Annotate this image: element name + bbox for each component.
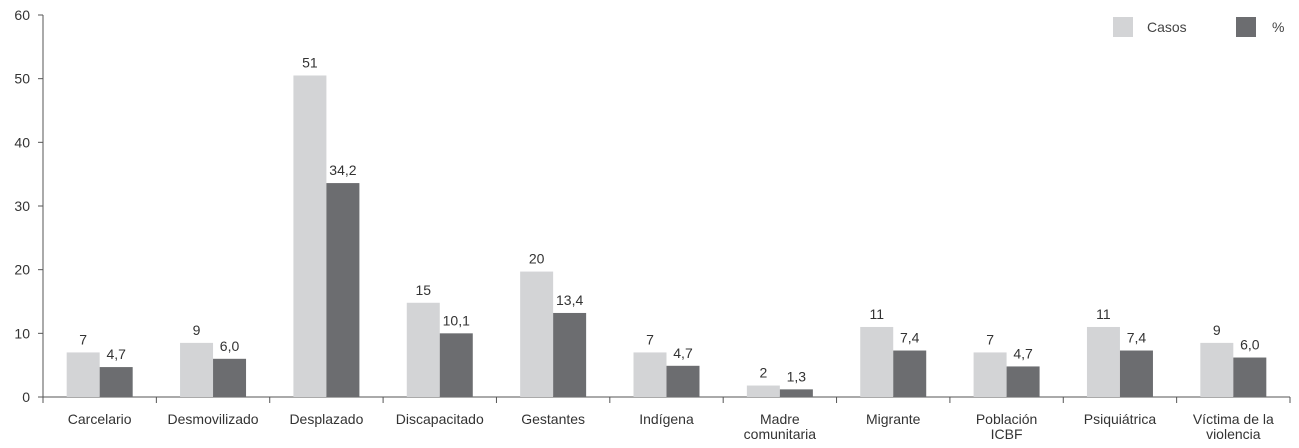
bar-percent	[1119, 350, 1153, 397]
data-label-casos: 15	[415, 282, 431, 298]
data-label-casos: 9	[1213, 322, 1221, 338]
bar-casos	[180, 342, 214, 397]
category-label: Discapacitado	[396, 411, 484, 427]
legend-label: Casos	[1147, 19, 1187, 35]
y-tick-label: 0	[22, 389, 30, 405]
category-label-line: violencia	[1206, 426, 1261, 442]
data-label-casos: 7	[79, 331, 87, 347]
y-tick-label: 10	[14, 325, 30, 341]
data-label-percent: 13,4	[556, 292, 583, 308]
bar-casos	[520, 271, 554, 397]
category-label: Desplazado	[289, 411, 363, 427]
data-label-casos: 11	[1096, 306, 1111, 322]
data-labels: 7 4,7 9 6,0 51 34,2 15 10,1 20 13,4 7 4,7 2 1,3 11 7,4 7…	[79, 54, 1259, 384]
data-label-percent: 34,2	[329, 162, 356, 178]
category-label-line: Discapacitado	[396, 411, 484, 427]
bar-percent	[779, 389, 813, 397]
category-label: Carcelario	[68, 411, 132, 427]
category-label-line: Población	[976, 411, 1038, 427]
category-label: Indígena	[639, 411, 694, 427]
data-label-percent: 10,1	[443, 312, 470, 328]
data-label-percent: 6,0	[220, 338, 240, 354]
y-tick-label: 60	[14, 7, 30, 23]
category-label: Gestantes	[521, 411, 585, 427]
legend-swatch	[1113, 17, 1133, 37]
data-label-percent: 4,7	[1013, 345, 1033, 361]
bars	[66, 75, 1267, 397]
bar-percent	[893, 350, 927, 397]
data-label-percent: 7,4	[1127, 330, 1147, 346]
category-label-line: Indígena	[639, 411, 694, 427]
bar-casos	[633, 352, 667, 397]
bar-casos	[293, 75, 327, 397]
y-tick-label: 30	[14, 198, 30, 214]
category-label-line: Psiquiátrica	[1084, 411, 1157, 427]
data-label-casos: 20	[529, 251, 545, 267]
bar-percent	[213, 358, 247, 397]
category-label: Madre comunitaria	[744, 411, 817, 442]
bar-percent	[439, 333, 473, 397]
bar-casos	[1200, 342, 1234, 397]
data-label-percent: 1,3	[787, 368, 807, 384]
bar-casos	[406, 302, 440, 397]
category-label-line: Madre	[760, 411, 800, 427]
category-label: Psiquiátrica	[1084, 411, 1157, 427]
bar-percent	[326, 183, 360, 397]
data-label-casos: 9	[193, 322, 201, 338]
category-label: Migrante	[866, 411, 921, 427]
category-label-line: Víctima de la	[1193, 411, 1274, 427]
data-label-percent: 7,4	[900, 330, 920, 346]
bar-casos	[66, 352, 100, 397]
bar-percent	[1233, 357, 1267, 397]
bar-casos	[1086, 326, 1120, 397]
legend-label: %	[1272, 19, 1284, 35]
data-label-casos: 2	[759, 365, 767, 381]
data-label-casos: 11	[869, 306, 884, 322]
category-label-line: Desmovilizado	[168, 411, 259, 427]
data-label-percent: 4,7	[106, 346, 126, 362]
category-label-line: Desplazado	[289, 411, 363, 427]
y-tick-label: 20	[14, 262, 30, 278]
bar-casos	[973, 352, 1007, 397]
y-tick-label: 40	[14, 134, 30, 150]
category-label-line: Migrante	[866, 411, 921, 427]
bar-percent	[99, 367, 133, 397]
legend-swatch	[1236, 17, 1256, 37]
data-label-casos: 7	[646, 331, 654, 347]
bar-percent	[666, 365, 700, 397]
legend: Casos%	[1113, 17, 1284, 37]
bar-percent	[1006, 366, 1040, 397]
category-label: Desmovilizado	[168, 411, 259, 427]
data-label-casos: 7	[986, 331, 994, 347]
category-label-line: comunitaria	[744, 426, 817, 442]
data-label-casos: 51	[302, 54, 318, 70]
bar-casos	[746, 385, 780, 397]
bar-percent	[553, 312, 587, 397]
x-axis: Carcelario Desmovilizado Desplazado Discapa…	[42, 396, 1291, 442]
y-tick-label: 50	[14, 71, 30, 87]
data-label-percent: 6,0	[1240, 337, 1260, 353]
data-label-percent: 4,7	[673, 345, 693, 361]
category-label-line: Gestantes	[521, 411, 585, 427]
category-label-line: ICBF	[991, 426, 1023, 442]
category-label-line: Carcelario	[68, 411, 132, 427]
bar-casos	[860, 326, 894, 397]
category-label: Víctima de la violencia	[1193, 411, 1274, 442]
y-axis: 0 10 20 30 40 50 60	[14, 7, 44, 405]
category-label: Población ICBF	[976, 411, 1038, 442]
